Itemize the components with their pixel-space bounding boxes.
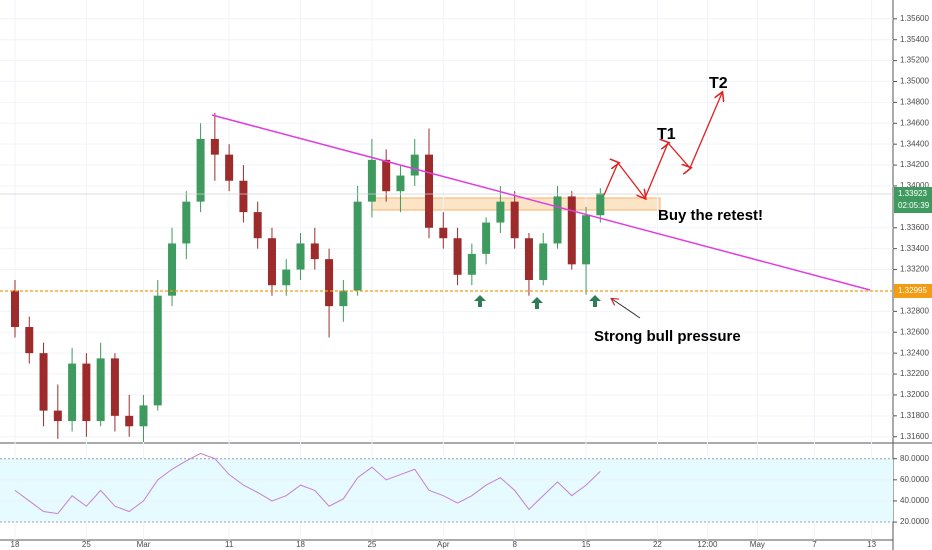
- candle-body: [68, 363, 77, 422]
- x-tick-label: 25: [367, 540, 376, 549]
- x-tick-label: 18: [296, 540, 305, 549]
- candle-body: [539, 243, 548, 281]
- candle-body: [267, 238, 276, 286]
- x-tick-label: 8: [512, 540, 517, 549]
- y-tick-label: 1.33600: [900, 223, 929, 232]
- y-tick-label: 1.34200: [900, 160, 929, 169]
- projection-arrow: [603, 163, 645, 198]
- y-tick-label: 60.0000: [900, 475, 929, 484]
- candle-body: [339, 290, 348, 307]
- candle-body: [524, 238, 533, 281]
- y-tick-label: 1.31600: [900, 432, 929, 441]
- support-label: 1.32995: [898, 286, 927, 295]
- y-tick-label: 1.33400: [900, 244, 929, 253]
- candle-body: [110, 358, 119, 416]
- y-tick-label: 1.33200: [900, 265, 929, 274]
- x-tick-label: Mar: [137, 540, 151, 549]
- pointer-arrow: [612, 299, 641, 319]
- candle-body: [425, 154, 434, 228]
- y-tick-label: 1.35200: [900, 56, 929, 65]
- y-tick-label: 80.0000: [900, 454, 929, 463]
- candle-body: [53, 410, 62, 422]
- candle-body: [496, 201, 505, 223]
- x-tick-label: 15: [582, 540, 591, 549]
- candle-body: [25, 327, 34, 354]
- candle-body: [210, 138, 219, 155]
- y-tick-label: 1.32200: [900, 369, 929, 378]
- y-tick-label: 1.32400: [900, 348, 929, 357]
- candle-body: [96, 358, 105, 422]
- y-tick-label: 1.32800: [900, 306, 929, 315]
- projection-arrow: [644, 93, 722, 199]
- candle-body: [225, 154, 234, 181]
- y-tick-label: 1.35400: [900, 35, 929, 44]
- y-tick-label: 1.34000: [900, 181, 929, 190]
- x-tick-label: 7: [812, 540, 817, 549]
- annotation: Buy the retest!: [658, 207, 763, 224]
- candle-body: [353, 201, 362, 291]
- candle-body: [310, 243, 319, 260]
- y-tick-label: 40.0000: [900, 496, 929, 505]
- candle-body: [482, 222, 491, 254]
- candle-body: [567, 196, 576, 265]
- candle-body: [439, 227, 448, 239]
- trendline: [211, 114, 871, 291]
- y-tick-label: 1.35000: [900, 77, 929, 86]
- y-tick-label: 1.35600: [900, 14, 929, 23]
- x-tick-label: 22: [653, 540, 662, 549]
- candle-body: [596, 193, 605, 216]
- target-label: T2: [709, 75, 728, 92]
- last-price-label: 1.33923: [898, 189, 927, 198]
- x-tick-label: 11: [225, 540, 234, 549]
- x-tick-label: 12:00: [697, 540, 718, 549]
- candle-body: [553, 196, 562, 244]
- y-tick-label: 1.34400: [900, 139, 929, 148]
- candle-body: [196, 138, 205, 202]
- annotation: Strong bull pressure: [594, 328, 741, 345]
- x-tick-label: May: [750, 540, 765, 549]
- candle-body: [168, 243, 177, 296]
- candle-body: [396, 175, 405, 192]
- x-tick-label: 13: [867, 540, 876, 549]
- y-tick-label: 1.32000: [900, 390, 929, 399]
- candle-body: [239, 180, 248, 213]
- support-label-box: [894, 283, 932, 298]
- candle-body: [139, 405, 148, 427]
- y-tick-label: 1.32600: [900, 327, 929, 336]
- candle-body: [582, 215, 591, 265]
- candle-body: [453, 238, 462, 275]
- candle-body: [153, 295, 162, 406]
- candle-body: [182, 201, 191, 244]
- rsi-line: [14, 452, 601, 515]
- target-label: T1: [657, 126, 676, 143]
- x-tick-label: 18: [11, 540, 20, 549]
- countdown-label: 02:05:39: [898, 201, 930, 210]
- x-tick-label: Apr: [437, 540, 450, 549]
- candle-body: [125, 415, 134, 427]
- candle-body: [510, 201, 519, 239]
- y-tick-label: 1.31800: [900, 411, 929, 420]
- y-tick-label: 1.34600: [900, 118, 929, 127]
- candle-body: [282, 269, 291, 286]
- candle-body: [467, 253, 476, 275]
- y-tick-label: 1.34800: [900, 98, 929, 107]
- rsi-band: [0, 458, 893, 523]
- candle-body: [82, 363, 91, 422]
- candle-body: [39, 353, 48, 411]
- candle-body: [410, 154, 419, 176]
- candle-body: [253, 212, 262, 239]
- last-price-box: [894, 187, 932, 214]
- y-tick-label: 20.0000: [900, 517, 929, 526]
- candle-body: [10, 290, 19, 328]
- candle-body: [325, 259, 334, 307]
- candle-body: [382, 159, 391, 192]
- candle-body: [296, 243, 305, 270]
- candle-body: [367, 159, 376, 202]
- support-markers: [474, 295, 601, 309]
- x-tick-label: 25: [82, 540, 91, 549]
